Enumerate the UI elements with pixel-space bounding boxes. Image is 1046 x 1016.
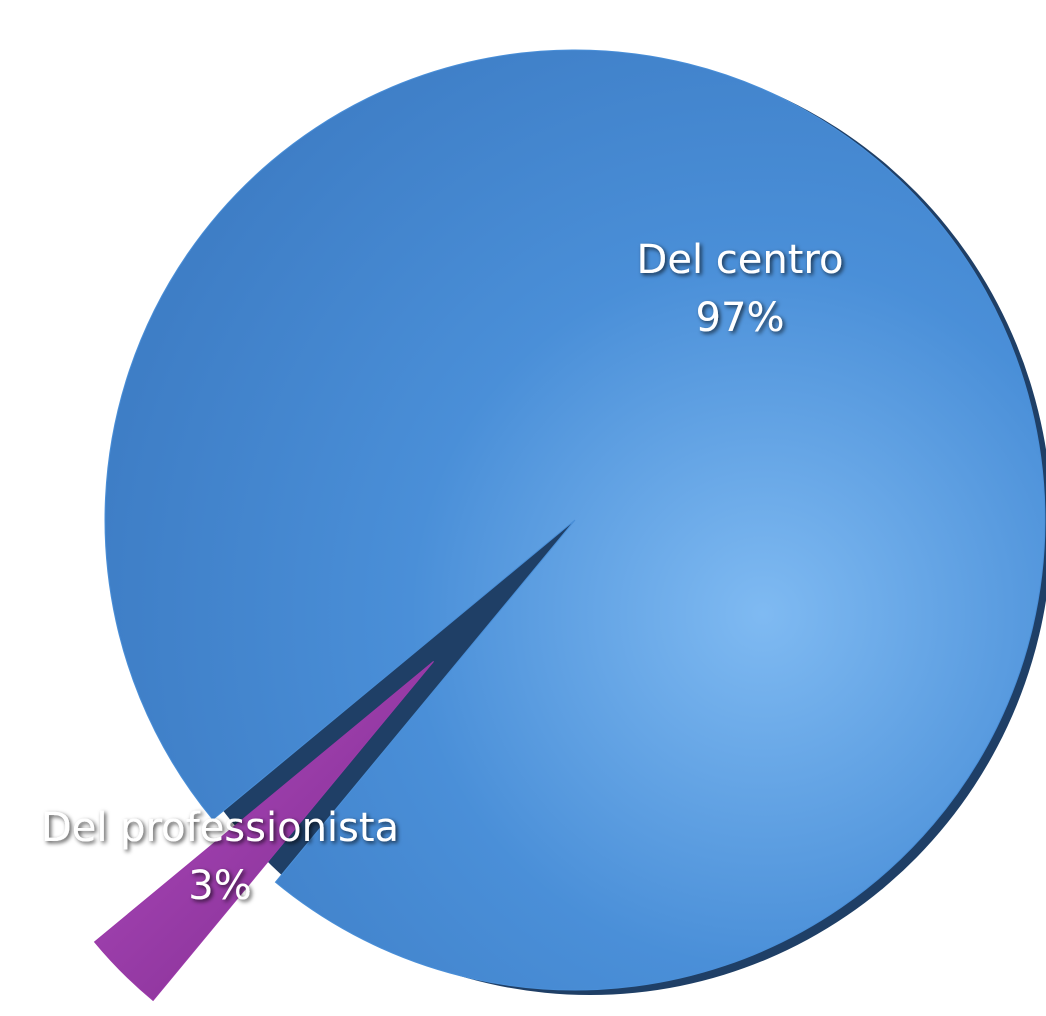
- slice-value-label: 3%: [188, 863, 251, 909]
- pie-slice: [104, 49, 1046, 991]
- slice-label: Del centro: [637, 237, 844, 283]
- slices: [93, 49, 1046, 1002]
- labels: Del centro 97% Del professionista 3%: [41, 237, 844, 909]
- slice-value-label: 97%: [696, 295, 785, 341]
- slice-label: Del professionista: [41, 805, 399, 851]
- pie-slice: [93, 661, 434, 1002]
